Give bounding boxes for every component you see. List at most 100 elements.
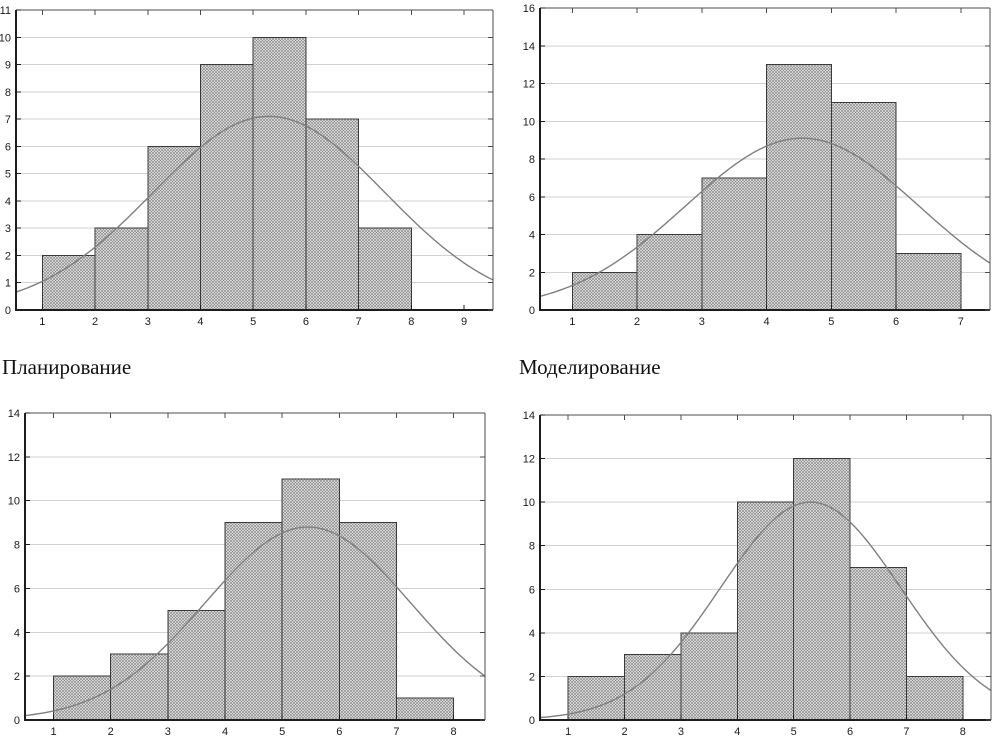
y-tick-label: 11 — [0, 5, 11, 17]
x-tick-label: 5 — [828, 316, 834, 328]
x-tick-label: 6 — [847, 726, 853, 738]
histogram-top-left: 0 1 2 3 4 5 6 7 8 9 10 11 1 2 3 4 5 6 7 8 9 — [0, 0, 497, 340]
y-axis-tick-labels: 0 2 4 6 8 10 12 14 — [8, 408, 20, 727]
histogram-bar — [167, 609, 226, 721]
y-tick-label: 16 — [523, 3, 535, 15]
y-tick-label: 4 — [14, 627, 20, 639]
x-tick-label: 1 — [565, 726, 571, 738]
histogram-bar — [830, 101, 897, 311]
x-axis-tick-labels: 1 2 3 4 5 6 7 8 — [51, 726, 457, 738]
bars — [53, 478, 455, 721]
histogram-bar — [53, 675, 112, 721]
y-tick-label: 1 — [5, 278, 11, 290]
histogram-bar — [895, 252, 962, 311]
histogram-bottom-right: 0 2 4 6 8 10 12 14 1 2 3 4 5 6 7 8 — [497, 400, 997, 741]
y-tick-label: 4 — [5, 196, 11, 208]
y-tick-label: 3 — [5, 223, 11, 235]
caption-planning: Планирование — [2, 355, 132, 379]
histogram-bar — [567, 675, 626, 721]
axis-frame — [539, 414, 992, 721]
y-tick-label: 0 — [5, 305, 11, 317]
histogram-bar — [849, 567, 907, 721]
y-tick-label: 2 — [529, 671, 535, 683]
tick-marks — [540, 414, 991, 721]
histogram-bar — [281, 478, 340, 721]
histogram-bar — [680, 632, 738, 721]
x-tick-label: 1 — [39, 316, 45, 328]
x-tick-label: 4 — [764, 316, 770, 328]
y-axis-tick-labels: 0 2 4 6 8 10 12 14 16 — [523, 3, 535, 317]
histogram-bottom-left: 0 2 4 6 8 10 12 14 1 2 3 4 5 6 7 8 — [0, 400, 497, 741]
histogram-bar — [766, 64, 832, 311]
x-tick-label: 3 — [699, 316, 705, 328]
x-tick-label: 4 — [734, 726, 740, 738]
histogram-bar — [793, 458, 851, 721]
caption-modeling: Моделирование — [519, 355, 661, 379]
histogram-bar — [358, 227, 412, 311]
tick-marks — [540, 7, 990, 311]
bars — [41, 36, 412, 311]
x-axis-tick-labels: 1 2 3 4 5 6 7 8 — [565, 726, 966, 738]
histogram-bar — [41, 254, 96, 311]
histogram-bar — [571, 271, 638, 311]
histogram-bar — [338, 522, 397, 721]
y-tick-label: 4 — [529, 230, 535, 242]
y-tick-label: 12 — [8, 452, 20, 464]
y-tick-label: 6 — [5, 141, 11, 153]
x-tick-label: 6 — [303, 316, 309, 328]
histogram-bar — [110, 653, 169, 721]
x-tick-label: 8 — [960, 726, 966, 738]
x-tick-label: 7 — [958, 316, 964, 328]
tick-marks — [16, 9, 493, 311]
x-axis-tick-labels: 1 2 3 4 5 6 7 8 9 — [39, 316, 467, 328]
x-tick-label: 6 — [336, 726, 342, 738]
x-tick-label: 1 — [569, 316, 575, 328]
histogram-bar — [636, 234, 703, 311]
x-tick-label: 3 — [165, 726, 171, 738]
bars — [567, 458, 964, 721]
y-tick-label: 10 — [8, 496, 20, 508]
y-axis-tick-labels: 0 1 2 3 4 5 6 7 8 9 10 11 — [0, 5, 11, 317]
histogram-top-right: 0 2 4 6 8 10 12 14 16 1 2 3 4 5 6 7 — [497, 0, 997, 340]
x-tick-label: 2 — [622, 726, 628, 738]
y-tick-label: 10 — [0, 32, 11, 44]
tick-marks — [25, 412, 485, 721]
y-tick-label: 14 — [523, 41, 535, 53]
normal-curve — [539, 137, 991, 298]
y-tick-label: 4 — [529, 628, 535, 640]
histogram-bar — [395, 697, 455, 721]
y-tick-label: 2 — [529, 267, 535, 279]
histogram-bar — [905, 675, 964, 721]
x-tick-label: 5 — [791, 726, 797, 738]
x-tick-label: 6 — [893, 316, 899, 328]
x-tick-label: 5 — [279, 726, 285, 738]
y-tick-label: 6 — [529, 192, 535, 204]
histogram-bar — [224, 522, 283, 721]
x-tick-label: 5 — [250, 316, 256, 328]
y-tick-label: 6 — [14, 583, 20, 595]
y-tick-label: 14 — [523, 410, 535, 422]
x-tick-label: 4 — [197, 316, 203, 328]
x-tick-label: 9 — [461, 316, 467, 328]
y-tick-label: 10 — [523, 497, 535, 509]
y-tick-label: 8 — [5, 87, 11, 99]
x-tick-label: 1 — [51, 726, 57, 738]
y-tick-label: 0 — [529, 305, 535, 317]
y-tick-label: 10 — [523, 116, 535, 128]
y-tick-label: 7 — [5, 114, 11, 126]
histogram-bar — [305, 118, 360, 311]
histogram-bar — [252, 36, 307, 311]
y-tick-label: 0 — [14, 715, 20, 727]
y-tick-label: 8 — [14, 540, 20, 552]
y-tick-label: 9 — [5, 60, 11, 72]
x-tick-label: 8 — [451, 726, 457, 738]
y-axis-tick-labels: 0 2 4 6 8 10 12 14 — [523, 410, 535, 727]
y-tick-label: 2 — [5, 250, 11, 262]
y-tick-label: 8 — [529, 154, 535, 166]
x-tick-label: 7 — [393, 726, 399, 738]
y-tick-label: 14 — [8, 408, 20, 420]
